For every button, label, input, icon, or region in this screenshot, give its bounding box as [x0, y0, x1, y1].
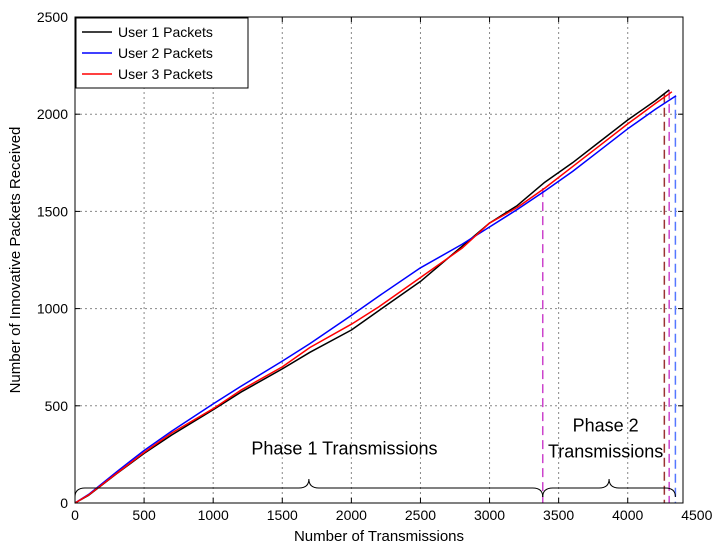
brace-shape	[542, 478, 676, 498]
x-axis-label: Number of Transmissions	[294, 528, 464, 545]
y-axis-label: Number of Innovative Packets Received	[7, 127, 24, 394]
vertical-markers	[541, 89, 677, 503]
series-line-user-1	[74, 89, 670, 504]
x-tick-label: 1000	[198, 507, 229, 523]
y-tick-label: 1000	[37, 301, 68, 317]
x-tick-label: 3500	[543, 507, 574, 523]
x-tick-label: 2000	[336, 507, 367, 523]
phase-braces	[74, 478, 676, 498]
legend-label: User 2 Packets	[118, 45, 213, 61]
x-tick-label: 500	[132, 507, 156, 523]
legend-label: User 3 Packets	[118, 66, 213, 82]
y-tick-label: 2000	[37, 106, 68, 122]
y-tick-label: 500	[45, 398, 69, 414]
phase-annotation-line: Phase 1 Transmissions	[251, 438, 437, 458]
x-tick-label: 0	[71, 507, 79, 523]
x-tick-label: 2500	[405, 507, 436, 523]
x-tick-label: 3000	[474, 507, 505, 523]
series-line-user-2	[74, 95, 677, 504]
phase-annotation-line: Phase 2	[573, 416, 639, 436]
y-tick-label: 0	[60, 495, 68, 511]
x-tick-label: 4000	[612, 507, 643, 523]
x-tick-label: 1500	[267, 507, 298, 523]
x-tick-label: 4500	[681, 507, 712, 523]
phase-annotations: Phase 1 Transmissions Phase 2 Transmission…	[251, 416, 663, 462]
phase-annotation-line: Transmissions	[548, 442, 663, 462]
y-tick-label: 2500	[37, 9, 68, 25]
axis-ticks: 0 500 1000 1500 2000 2500 3000 3500 4000 4500 0 500…	[37, 9, 713, 523]
brace-shape	[74, 478, 544, 498]
series-line-user-3	[74, 91, 673, 504]
plot-frame	[74, 16, 684, 504]
legend-label: User 1 Packets	[118, 24, 213, 40]
y-tick-label: 1500	[37, 203, 68, 219]
series-lines	[74, 89, 677, 504]
phase-annotation: Phase 1 Transmissions	[251, 438, 437, 458]
legend: User 1 Packets User 2 Packets User 3 Packe…	[75, 17, 249, 89]
grid-lines	[75, 17, 683, 503]
phase-annotation: Phase 2 Transmissions	[548, 416, 663, 462]
